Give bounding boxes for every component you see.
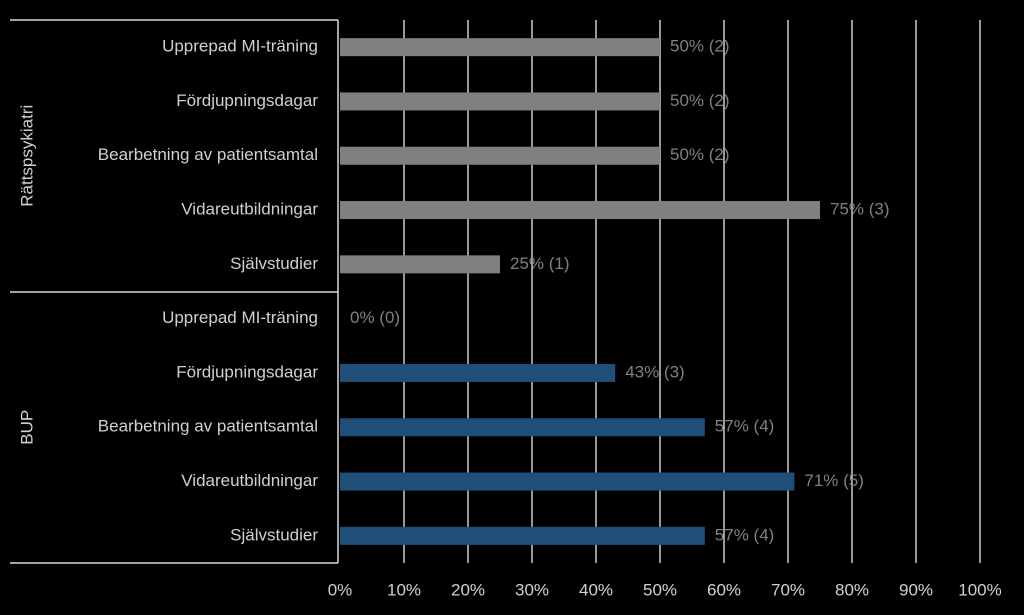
value-label: 57% (4) (715, 417, 775, 436)
x-tick-label: 60% (707, 580, 741, 599)
value-label: 43% (3) (625, 362, 685, 381)
bar (340, 146, 660, 165)
x-tick-label: 20% (451, 580, 485, 599)
category-label: Upprepad MI-träning (162, 37, 318, 56)
x-tick-label: 10% (387, 580, 421, 599)
category-label: Upprepad MI-träning (162, 308, 318, 327)
value-label: 0% (0) (350, 308, 400, 327)
value-label: 25% (1) (510, 254, 570, 273)
category-label: Självstudier (230, 525, 318, 544)
value-label: 50% (2) (670, 37, 730, 56)
bar (340, 201, 820, 220)
bar (340, 38, 660, 57)
x-tick-label: 0% (328, 580, 353, 599)
group-label: BUP (17, 410, 36, 445)
bar (340, 472, 795, 491)
bar (340, 418, 705, 437)
category-label: Vidareutbildningar (181, 471, 318, 490)
category-label: Bearbetning av patientsamtal (98, 417, 318, 436)
x-tick-label: 70% (771, 580, 805, 599)
x-tick-label: 50% (643, 580, 677, 599)
category-label: Fördjupningsdagar (176, 362, 318, 381)
bar (340, 526, 705, 545)
x-tick-label: 40% (579, 580, 613, 599)
value-label: 71% (5) (804, 471, 864, 490)
x-tick-label: 100% (958, 580, 1001, 599)
x-tick-label: 30% (515, 580, 549, 599)
group-label: Rättspsykiatri (17, 105, 36, 207)
category-label: Självstudier (230, 254, 318, 273)
bar (340, 363, 616, 382)
x-tick-label: 80% (835, 580, 869, 599)
x-tick-label: 90% (899, 580, 933, 599)
value-label: 50% (2) (670, 91, 730, 110)
value-label: 75% (3) (830, 200, 890, 219)
category-label: Fördjupningsdagar (176, 91, 318, 110)
bar (340, 92, 660, 111)
value-label: 57% (4) (715, 525, 775, 544)
value-label: 50% (2) (670, 145, 730, 164)
category-label: Bearbetning av patientsamtal (98, 145, 318, 164)
category-label: Vidareutbildningar (181, 200, 318, 219)
bar (340, 255, 500, 274)
